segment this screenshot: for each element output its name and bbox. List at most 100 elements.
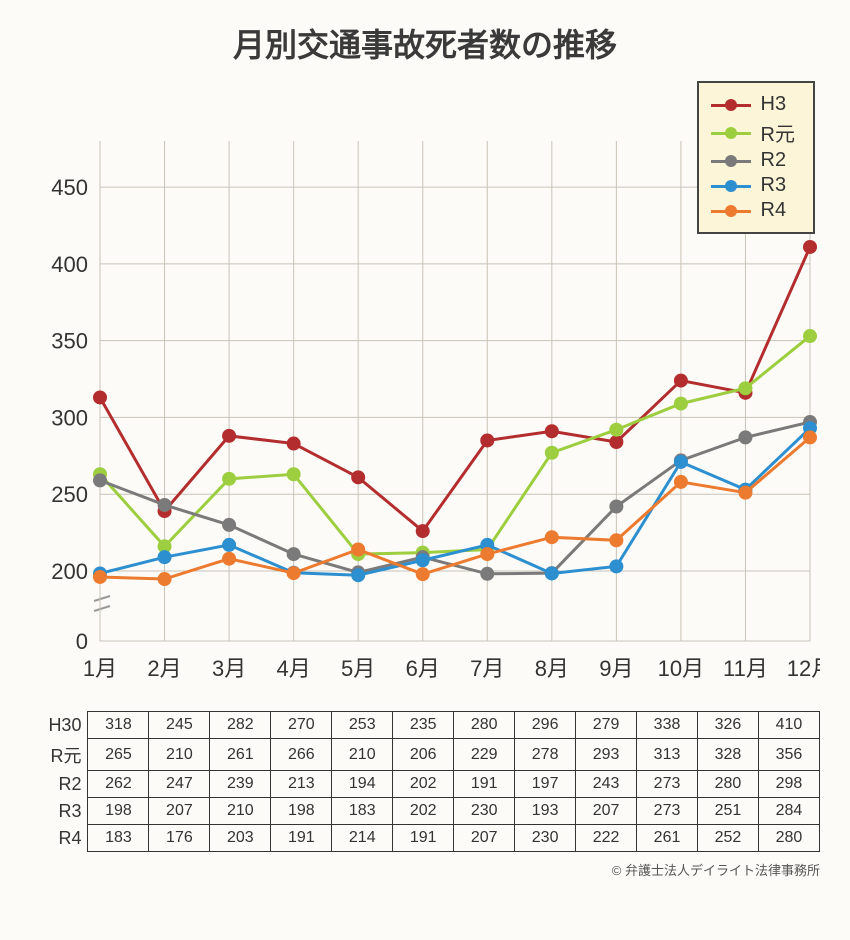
table-cell: 176 xyxy=(149,825,210,852)
table-cell: 266 xyxy=(271,739,332,771)
series-marker-R4 xyxy=(351,543,365,557)
table-cell: 273 xyxy=(637,798,698,825)
table-cell: 243 xyxy=(576,771,637,798)
series-marker-R元 xyxy=(738,381,752,395)
chart-area: H3R元R2R3R4 02002503003504004501月2月3月4月5月… xyxy=(30,81,820,701)
table-cell: 210 xyxy=(332,739,393,771)
series-marker-R3 xyxy=(545,566,559,580)
series-marker-R4 xyxy=(609,533,623,547)
series-marker-R4 xyxy=(93,570,107,584)
table-cell: 282 xyxy=(210,712,271,739)
series-marker-R2 xyxy=(222,518,236,532)
table-cell: 202 xyxy=(393,771,454,798)
table-cell: 214 xyxy=(332,825,393,852)
series-marker-R元 xyxy=(287,467,301,481)
series-line-R元 xyxy=(100,336,810,554)
legend-label: R元 xyxy=(761,118,795,147)
table-cell: 207 xyxy=(149,798,210,825)
credit-line: © 弁護士法人デイライト法律事務所 xyxy=(0,860,850,879)
legend-label: H3 xyxy=(761,93,787,116)
series-marker-R4 xyxy=(158,572,172,586)
series-marker-H3 xyxy=(287,437,301,451)
table-cell: 207 xyxy=(576,798,637,825)
legend-label: R3 xyxy=(761,174,787,197)
table-cell: 198 xyxy=(88,798,149,825)
table-cell: 278 xyxy=(515,739,576,771)
series-marker-R2 xyxy=(480,567,494,581)
table-cell: 213 xyxy=(271,771,332,798)
table-cell: 222 xyxy=(576,825,637,852)
data-table-area: H30318245282270253235280296279338326410R… xyxy=(30,711,820,852)
table-cell: 338 xyxy=(637,712,698,739)
table-cell: 262 xyxy=(88,771,149,798)
table-cell: 197 xyxy=(515,771,576,798)
table-cell: 279 xyxy=(576,712,637,739)
svg-text:7月: 7月 xyxy=(470,656,504,681)
table-cell: 183 xyxy=(88,825,149,852)
series-marker-R4 xyxy=(222,552,236,566)
series-marker-H3 xyxy=(480,433,494,447)
series-line-R4 xyxy=(100,437,810,579)
series-marker-H3 xyxy=(545,424,559,438)
series-marker-H3 xyxy=(351,470,365,484)
series-marker-R4 xyxy=(738,486,752,500)
series-marker-R4 xyxy=(674,475,688,489)
data-table: H30318245282270253235280296279338326410R… xyxy=(30,711,820,852)
series-marker-R3 xyxy=(416,553,430,567)
table-cell: 280 xyxy=(758,825,819,852)
series-marker-H3 xyxy=(803,240,817,254)
legend-label: R2 xyxy=(761,149,787,172)
series-marker-R元 xyxy=(609,423,623,437)
table-cell: 273 xyxy=(637,771,698,798)
table-cell: 229 xyxy=(454,739,515,771)
table-cell: 328 xyxy=(698,739,759,771)
svg-text:1月: 1月 xyxy=(83,656,117,681)
row-label: R元 xyxy=(30,739,88,771)
series-marker-H3 xyxy=(609,435,623,449)
table-cell: 298 xyxy=(758,771,819,798)
table-cell: 270 xyxy=(271,712,332,739)
table-cell: 280 xyxy=(454,712,515,739)
legend-item-R2: R2 xyxy=(711,149,795,172)
svg-text:10月: 10月 xyxy=(658,656,704,681)
svg-text:11月: 11月 xyxy=(723,656,768,681)
series-marker-R元 xyxy=(545,446,559,460)
series-marker-R3 xyxy=(158,550,172,564)
legend-item-R元: R元 xyxy=(711,118,795,147)
table-cell: 261 xyxy=(637,825,698,852)
svg-text:200: 200 xyxy=(51,559,88,584)
legend-label: R4 xyxy=(761,199,787,222)
table-cell: 247 xyxy=(149,771,210,798)
row-label: R3 xyxy=(30,798,88,825)
table-cell: 202 xyxy=(393,798,454,825)
table-cell: 207 xyxy=(454,825,515,852)
series-marker-R4 xyxy=(416,567,430,581)
table-cell: 235 xyxy=(393,712,454,739)
svg-text:9月: 9月 xyxy=(599,656,633,681)
series-marker-R元 xyxy=(674,397,688,411)
series-marker-R3 xyxy=(609,559,623,573)
series-marker-R2 xyxy=(158,498,172,512)
series-marker-R2 xyxy=(738,430,752,444)
table-cell: 252 xyxy=(698,825,759,852)
table-cell: 230 xyxy=(454,798,515,825)
table-row: R2262247239213194202191197243273280298 xyxy=(30,771,820,798)
series-marker-R3 xyxy=(674,455,688,469)
table-cell: 296 xyxy=(515,712,576,739)
table-cell: 210 xyxy=(210,798,271,825)
table-cell: 326 xyxy=(698,712,759,739)
svg-text:8月: 8月 xyxy=(535,656,569,681)
table-cell: 193 xyxy=(515,798,576,825)
svg-text:5月: 5月 xyxy=(341,656,375,681)
series-line-H3 xyxy=(100,247,810,531)
table-cell: 410 xyxy=(758,712,819,739)
svg-text:400: 400 xyxy=(51,252,88,277)
table-cell: 203 xyxy=(210,825,271,852)
legend-item-H3: H3 xyxy=(711,93,795,116)
chart-title: 月別交通事故死者数の推移 xyxy=(30,20,820,66)
series-marker-H3 xyxy=(93,390,107,404)
series-marker-R元 xyxy=(222,472,236,486)
svg-text:6月: 6月 xyxy=(406,656,440,681)
legend-item-R4: R4 xyxy=(711,199,795,222)
table-cell: 245 xyxy=(149,712,210,739)
